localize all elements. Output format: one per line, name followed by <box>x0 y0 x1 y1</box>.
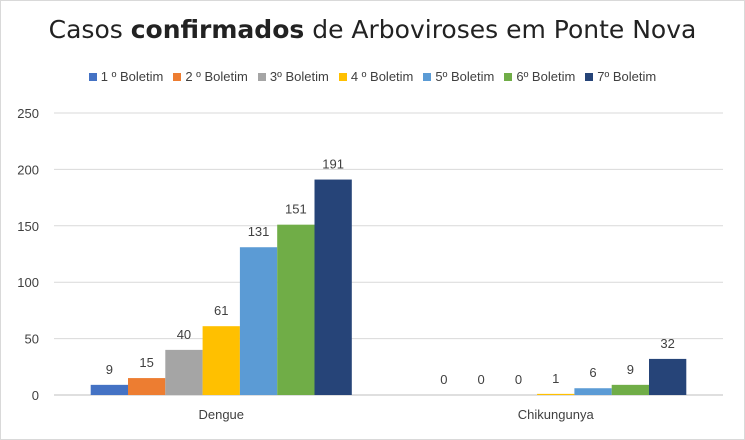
legend-label: 5º Boletim <box>435 69 495 84</box>
legend-item: 1 º Boletim <box>88 69 164 84</box>
title-suffix: de Arboviroses em Ponte Nova <box>304 15 697 44</box>
x-category-label: Dengue <box>198 407 244 422</box>
y-tick-label: 100 <box>17 275 39 290</box>
legend-swatch <box>257 72 266 81</box>
legend-label: 2 º Boletim <box>185 69 248 84</box>
bar <box>574 388 612 395</box>
bar <box>649 358 687 395</box>
legend-swatch <box>423 72 432 81</box>
y-tick-label: 150 <box>17 219 39 234</box>
data-label: 6 <box>589 365 596 380</box>
legend-swatch <box>585 72 594 81</box>
data-label: 1 <box>552 371 559 386</box>
bar <box>611 384 649 395</box>
legend-swatch <box>504 72 513 81</box>
legend-label: 6º Boletim <box>516 69 576 84</box>
legend-item: 6º Boletim <box>504 69 575 84</box>
legend-label: 1 º Boletim <box>100 69 164 84</box>
bar <box>202 326 240 395</box>
x-category-label: Chikungunya <box>518 407 595 422</box>
data-label: 131 <box>248 224 270 239</box>
legend-item: 3º Boletim <box>257 69 329 84</box>
y-tick-label: 200 <box>17 162 39 177</box>
data-label: 15 <box>139 355 153 370</box>
legend-swatch <box>173 72 182 81</box>
legend-label: 3º Boletim <box>269 69 329 84</box>
legend-label: 7º Boletim <box>597 69 657 84</box>
bar <box>90 384 128 395</box>
y-tick-label: 250 <box>17 106 39 121</box>
data-label: 191 <box>322 157 344 172</box>
legend-label: 4 º Boletim <box>350 69 414 84</box>
data-label: 9 <box>106 362 113 377</box>
data-label: 0 <box>515 372 522 387</box>
legend-item: 2 º Boletim <box>173 69 248 84</box>
bar <box>537 393 575 395</box>
data-label: 61 <box>214 303 228 318</box>
title-bold: confirmados <box>130 15 305 44</box>
bar <box>277 224 315 395</box>
data-label: 0 <box>440 372 447 387</box>
y-tick-label: 50 <box>25 332 39 347</box>
legend-swatch <box>88 72 97 81</box>
data-label: 151 <box>285 202 307 217</box>
bar <box>165 349 203 395</box>
y-tick-label: 0 <box>32 388 39 403</box>
legend-item: 5º Boletim <box>423 69 494 84</box>
bar <box>128 378 166 395</box>
data-label: 32 <box>660 336 674 351</box>
legend-swatch <box>338 72 347 81</box>
data-label: 0 <box>478 372 485 387</box>
legend-item: 7º Boletim <box>585 69 656 84</box>
bar <box>314 179 352 395</box>
legend-item: 4 º Boletim <box>338 69 414 84</box>
chart-title: Casos confirmados de Arboviroses em Pont… <box>1 15 744 44</box>
data-label: 9 <box>627 362 634 377</box>
data-label: 40 <box>177 327 191 342</box>
bar <box>239 247 278 395</box>
title-prefix: Casos <box>48 15 131 44</box>
chart-legend: 1 º Boletim 2 º Boletim 3º Boletim 4 º Bole… <box>1 69 744 84</box>
